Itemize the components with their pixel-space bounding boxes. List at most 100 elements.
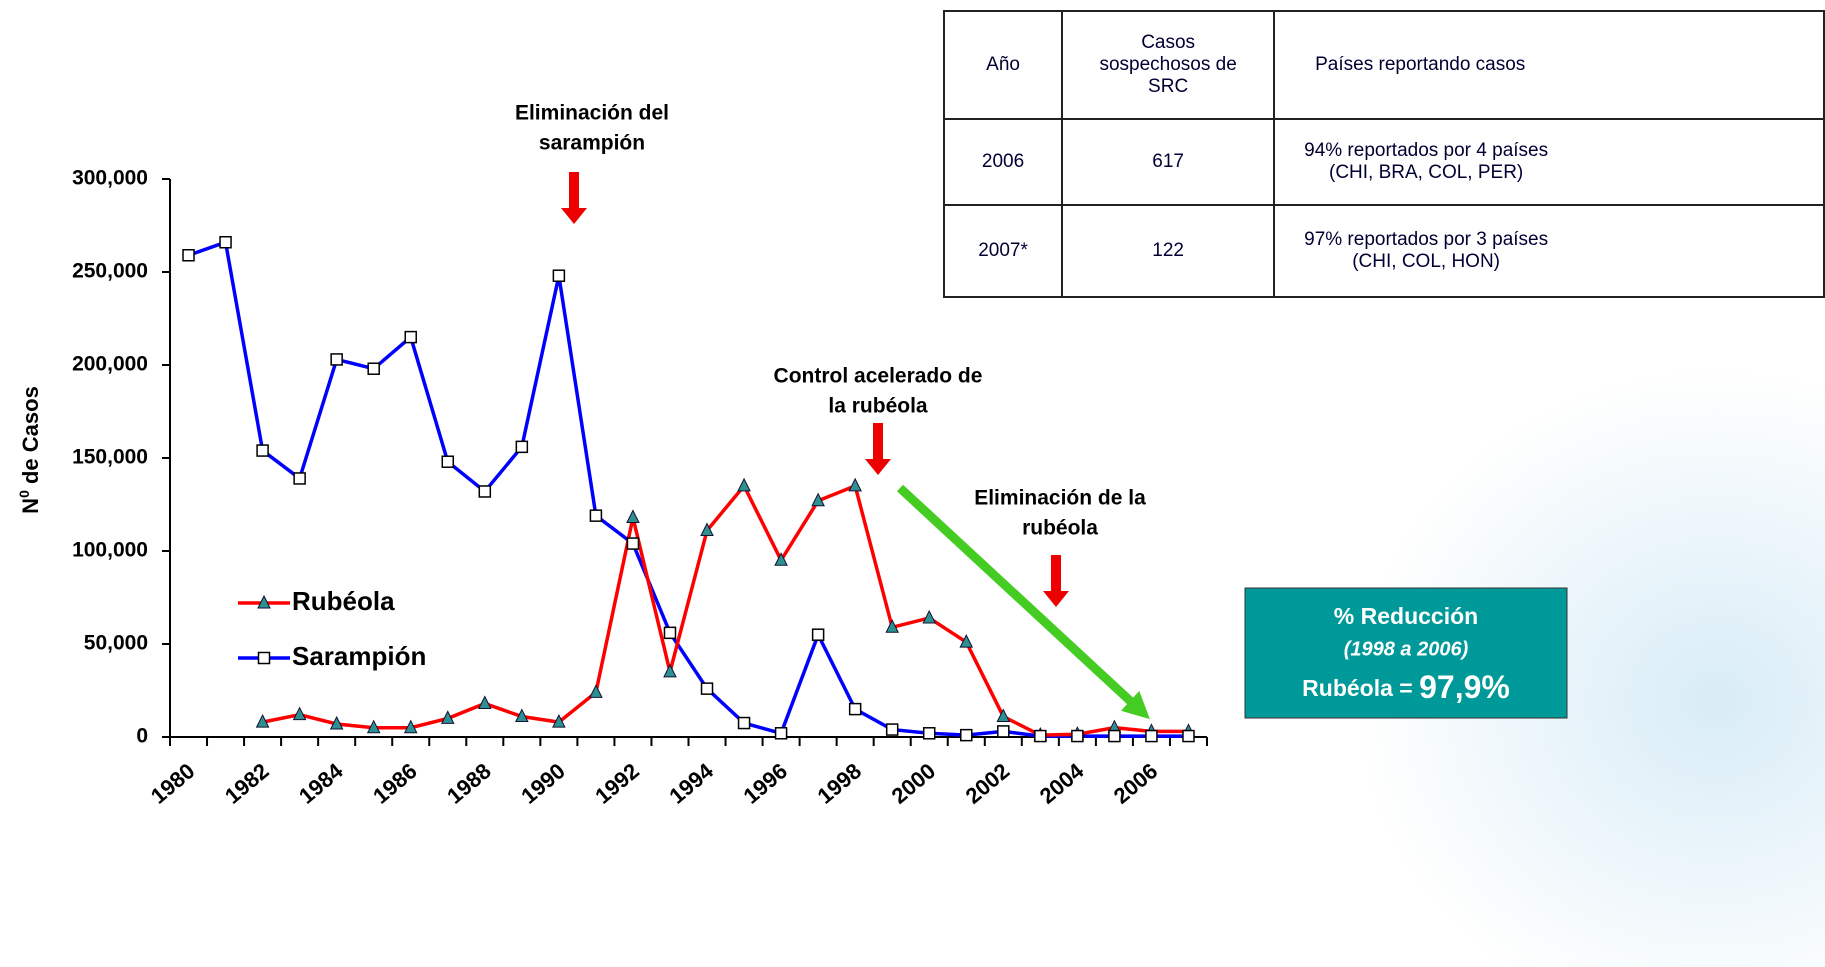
point xyxy=(885,619,900,633)
point xyxy=(960,728,973,742)
point xyxy=(700,682,714,695)
cell: 2007* xyxy=(942,204,1064,298)
cell: 97% reportados por 3 países (CHI, COL, H… xyxy=(1304,229,1549,272)
box-value: 97,9% xyxy=(1419,669,1510,705)
point xyxy=(1034,729,1047,743)
point xyxy=(811,628,825,641)
annotation: sarampión xyxy=(539,132,645,155)
point xyxy=(996,708,1011,723)
y-tick-label: 0 xyxy=(136,725,148,748)
legend-label: Sarampión xyxy=(292,641,426,671)
box-title: % Reducción xyxy=(1334,603,1478,629)
annotation: Control acelerado de xyxy=(774,365,983,388)
x-tick-label: 2002 xyxy=(961,758,1015,809)
point xyxy=(293,472,306,485)
point xyxy=(848,477,862,492)
annotation-arrow xyxy=(865,423,891,475)
point xyxy=(922,609,937,624)
point xyxy=(441,455,455,468)
cell: 617 xyxy=(1061,118,1276,206)
x-tick-label: 1994 xyxy=(664,758,718,809)
x-tick-label: 1986 xyxy=(368,758,422,809)
point xyxy=(292,706,307,721)
box-period: (1998 a 2006) xyxy=(1344,638,1469,660)
x-tick-label: 1982 xyxy=(220,758,274,809)
annotation: la rubéola xyxy=(828,395,928,418)
point xyxy=(552,714,566,728)
legend-label: Rubéola xyxy=(292,586,395,616)
point xyxy=(182,249,195,262)
point xyxy=(1108,729,1121,743)
cell: 94% reportados por 4 países (CHI, BRA, C… xyxy=(1304,140,1549,183)
point xyxy=(219,235,232,249)
point xyxy=(1145,729,1158,743)
y-label-rest: de Casos xyxy=(18,386,43,490)
legend-marker xyxy=(257,651,271,665)
y-label: N xyxy=(18,498,43,514)
x-tick-label: 1996 xyxy=(738,758,792,809)
table: Año Casos sospechosos de SRC Países repo… xyxy=(942,10,1825,298)
header-cell: Países reportando casos xyxy=(1273,10,1825,120)
point xyxy=(848,702,862,716)
table-row: 2006 617 94% reportados por 4 países (CH… xyxy=(942,118,1825,206)
header-cell: Año xyxy=(942,10,1064,120)
y-axis-label: N0 de Casos xyxy=(16,386,43,514)
y-label-sup: 0 xyxy=(16,490,32,498)
table-header: Año Casos sospechosos de SRC Países repo… xyxy=(942,10,1825,120)
cell: 2006 xyxy=(942,118,1064,206)
point xyxy=(1182,729,1195,743)
point xyxy=(626,537,640,550)
point xyxy=(663,663,677,678)
table-row: 2007* 122 97% reportados por 3 países (C… xyxy=(942,204,1825,298)
point xyxy=(440,710,455,724)
y-tick-label: 50,000 xyxy=(84,632,148,655)
point xyxy=(515,708,529,723)
x-tick-label: 1990 xyxy=(516,758,570,809)
y-tick-label: 250,000 xyxy=(72,260,148,283)
x-tick-label: 2000 xyxy=(887,758,941,809)
point xyxy=(589,509,603,522)
annotation-arrow xyxy=(1043,555,1069,607)
point xyxy=(774,727,788,740)
x-tick-label: 1988 xyxy=(442,758,496,809)
point xyxy=(478,485,492,498)
point xyxy=(626,509,640,524)
point xyxy=(922,727,936,740)
point xyxy=(737,716,751,730)
point xyxy=(330,353,343,366)
point xyxy=(1071,729,1084,743)
series-line xyxy=(187,239,1189,738)
annotation: rubéola xyxy=(1022,517,1098,540)
x-tick-label: 1998 xyxy=(813,758,867,809)
point xyxy=(552,269,566,282)
point xyxy=(515,440,529,454)
point xyxy=(774,552,788,566)
y-tick-label: 200,000 xyxy=(72,353,148,376)
point xyxy=(885,723,899,736)
header-cell: Casos sospechosos de SRC xyxy=(1061,10,1276,120)
y-tick-label: 300,000 xyxy=(72,167,148,190)
point xyxy=(367,362,380,375)
point xyxy=(663,626,677,640)
point xyxy=(959,634,974,648)
point xyxy=(737,477,751,492)
trend-arrow xyxy=(896,484,1150,720)
annotation-arrow xyxy=(561,172,587,224)
point xyxy=(811,492,825,507)
cell: 122 xyxy=(1061,204,1276,298)
point xyxy=(700,522,714,537)
point xyxy=(366,719,381,734)
y-tick-label: 150,000 xyxy=(72,446,148,469)
point xyxy=(329,715,344,730)
point xyxy=(404,330,417,344)
point xyxy=(256,444,269,457)
point xyxy=(477,695,492,710)
annotation: Eliminación del xyxy=(515,102,669,125)
reduction-box xyxy=(1244,587,1568,719)
x-tick-label: 1980 xyxy=(146,758,200,809)
legend-marker xyxy=(257,594,271,609)
annotation: Eliminación de la xyxy=(974,487,1146,510)
point xyxy=(589,684,603,698)
